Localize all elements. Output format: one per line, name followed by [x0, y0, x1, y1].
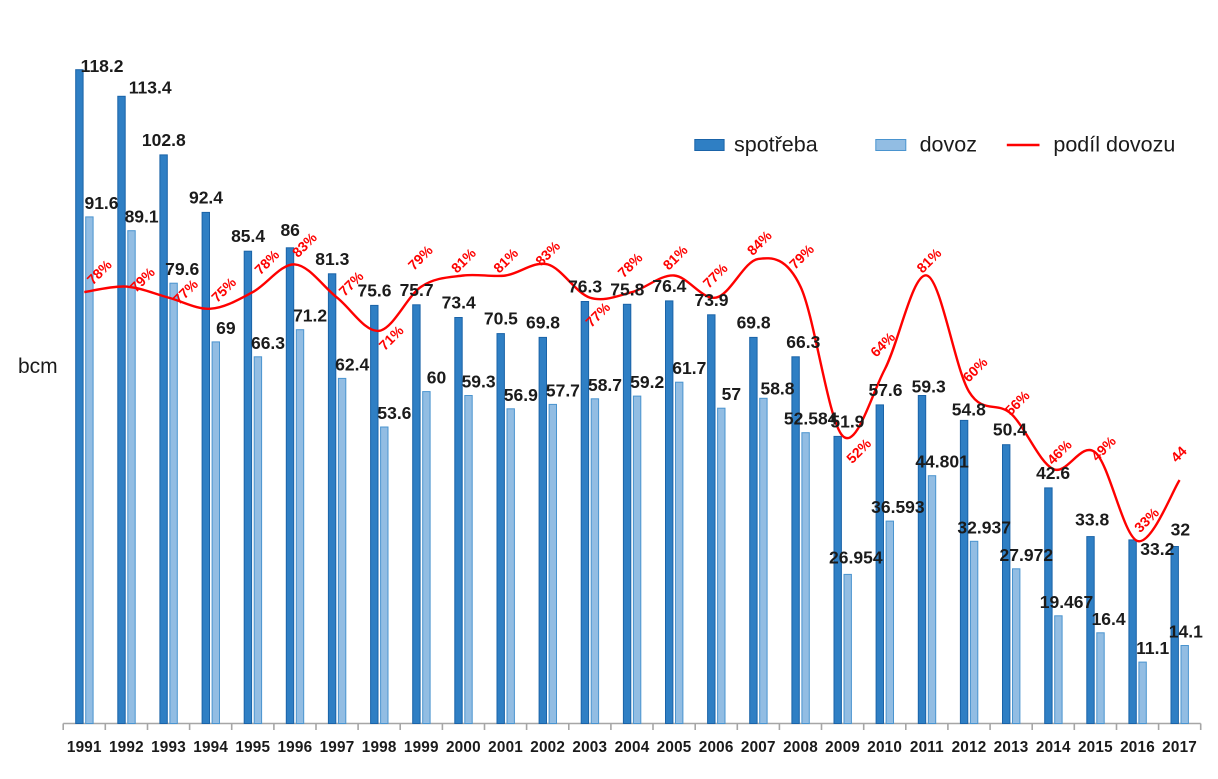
- svg-text:61.7: 61.7: [672, 358, 706, 378]
- svg-text:50.4: 50.4: [993, 420, 1027, 440]
- svg-text:33.2: 33.2: [1140, 539, 1174, 559]
- svg-text:59.3: 59.3: [462, 372, 496, 392]
- svg-text:2006: 2006: [699, 739, 734, 756]
- svg-text:2014: 2014: [1036, 739, 1071, 756]
- svg-text:66.3: 66.3: [251, 333, 285, 353]
- svg-text:75.8: 75.8: [610, 279, 644, 299]
- svg-text:102.8: 102.8: [142, 130, 186, 150]
- svg-text:14.1: 14.1: [1169, 622, 1203, 642]
- svg-text:91.6: 91.6: [84, 193, 118, 213]
- svg-text:36.593: 36.593: [871, 497, 925, 517]
- svg-text:1993: 1993: [151, 739, 186, 756]
- svg-text:79.6: 79.6: [165, 259, 199, 279]
- svg-text:76.4: 76.4: [652, 276, 686, 296]
- svg-text:85.4: 85.4: [231, 226, 265, 246]
- svg-text:69: 69: [216, 318, 236, 338]
- svg-text:2008: 2008: [783, 739, 818, 756]
- svg-text:1994: 1994: [193, 739, 228, 756]
- svg-text:52.584: 52.584: [784, 409, 838, 429]
- svg-text:81.3: 81.3: [315, 249, 349, 269]
- svg-text:2010: 2010: [867, 739, 902, 756]
- svg-text:57: 57: [722, 384, 741, 404]
- svg-text:54.8: 54.8: [952, 399, 986, 419]
- svg-text:62.4: 62.4: [335, 354, 369, 374]
- svg-text:11.1: 11.1: [1136, 638, 1169, 658]
- svg-text:26.954: 26.954: [829, 547, 883, 567]
- svg-text:69.8: 69.8: [526, 312, 560, 332]
- svg-text:113.4: 113.4: [129, 77, 172, 97]
- svg-text:75.6: 75.6: [357, 280, 391, 300]
- svg-text:bcm: bcm: [18, 355, 58, 378]
- svg-text:2012: 2012: [952, 739, 987, 756]
- svg-text:73.4: 73.4: [442, 293, 476, 313]
- svg-text:69.8: 69.8: [737, 312, 771, 332]
- svg-text:86: 86: [280, 220, 300, 240]
- svg-text:59.2: 59.2: [630, 372, 664, 392]
- svg-text:2005: 2005: [657, 739, 692, 756]
- svg-text:118.2: 118.2: [81, 56, 124, 76]
- svg-text:2003: 2003: [572, 739, 607, 756]
- svg-text:33.8: 33.8: [1075, 510, 1109, 530]
- svg-text:1992: 1992: [109, 739, 144, 756]
- svg-text:42.6: 42.6: [1036, 463, 1070, 483]
- svg-text:2000: 2000: [446, 739, 481, 756]
- svg-text:44.801: 44.801: [915, 452, 969, 472]
- svg-text:53.6: 53.6: [377, 403, 411, 423]
- svg-text:73.9: 73.9: [694, 290, 728, 310]
- svg-text:19.467: 19.467: [1040, 592, 1094, 612]
- svg-text:2017: 2017: [1162, 739, 1197, 756]
- svg-text:dovoz: dovoz: [920, 133, 977, 157]
- svg-text:2016: 2016: [1120, 739, 1155, 756]
- svg-text:59.3: 59.3: [912, 377, 946, 397]
- svg-text:32: 32: [1171, 520, 1191, 540]
- svg-text:58.8: 58.8: [760, 378, 794, 398]
- svg-text:57.7: 57.7: [546, 380, 580, 400]
- svg-text:66.3: 66.3: [786, 332, 820, 352]
- svg-text:56.9: 56.9: [504, 385, 538, 405]
- svg-text:92.4: 92.4: [189, 187, 223, 207]
- svg-text:2011: 2011: [910, 739, 944, 756]
- svg-text:2002: 2002: [530, 739, 565, 756]
- svg-text:60: 60: [427, 368, 447, 388]
- svg-text:32.937: 32.937: [957, 517, 1011, 537]
- svg-text:71.2: 71.2: [293, 306, 327, 326]
- svg-text:2001: 2001: [488, 739, 523, 756]
- svg-text:70.5: 70.5: [484, 309, 518, 329]
- svg-text:2007: 2007: [741, 739, 776, 756]
- svg-text:57.6: 57.6: [868, 380, 902, 400]
- svg-text:16.4: 16.4: [1092, 609, 1126, 629]
- svg-text:podíl dovozu: podíl dovozu: [1053, 133, 1175, 157]
- svg-text:2015: 2015: [1078, 739, 1113, 756]
- svg-text:1996: 1996: [277, 739, 312, 756]
- svg-text:2013: 2013: [994, 739, 1029, 756]
- svg-text:51.9: 51.9: [830, 411, 864, 431]
- svg-text:1998: 1998: [362, 739, 397, 756]
- svg-text:1997: 1997: [320, 739, 355, 756]
- svg-text:1995: 1995: [235, 739, 270, 756]
- svg-text:1991: 1991: [67, 739, 102, 756]
- svg-text:89.1: 89.1: [125, 207, 159, 227]
- svg-text:58.7: 58.7: [588, 375, 622, 395]
- svg-text:2009: 2009: [825, 739, 860, 756]
- svg-text:27.972: 27.972: [1000, 545, 1054, 565]
- svg-text:spotřeba: spotřeba: [734, 133, 818, 157]
- svg-text:1999: 1999: [404, 739, 439, 756]
- svg-text:2004: 2004: [615, 739, 650, 756]
- svg-text:75.7: 75.7: [400, 280, 434, 300]
- svg-text:76.3: 76.3: [568, 277, 602, 297]
